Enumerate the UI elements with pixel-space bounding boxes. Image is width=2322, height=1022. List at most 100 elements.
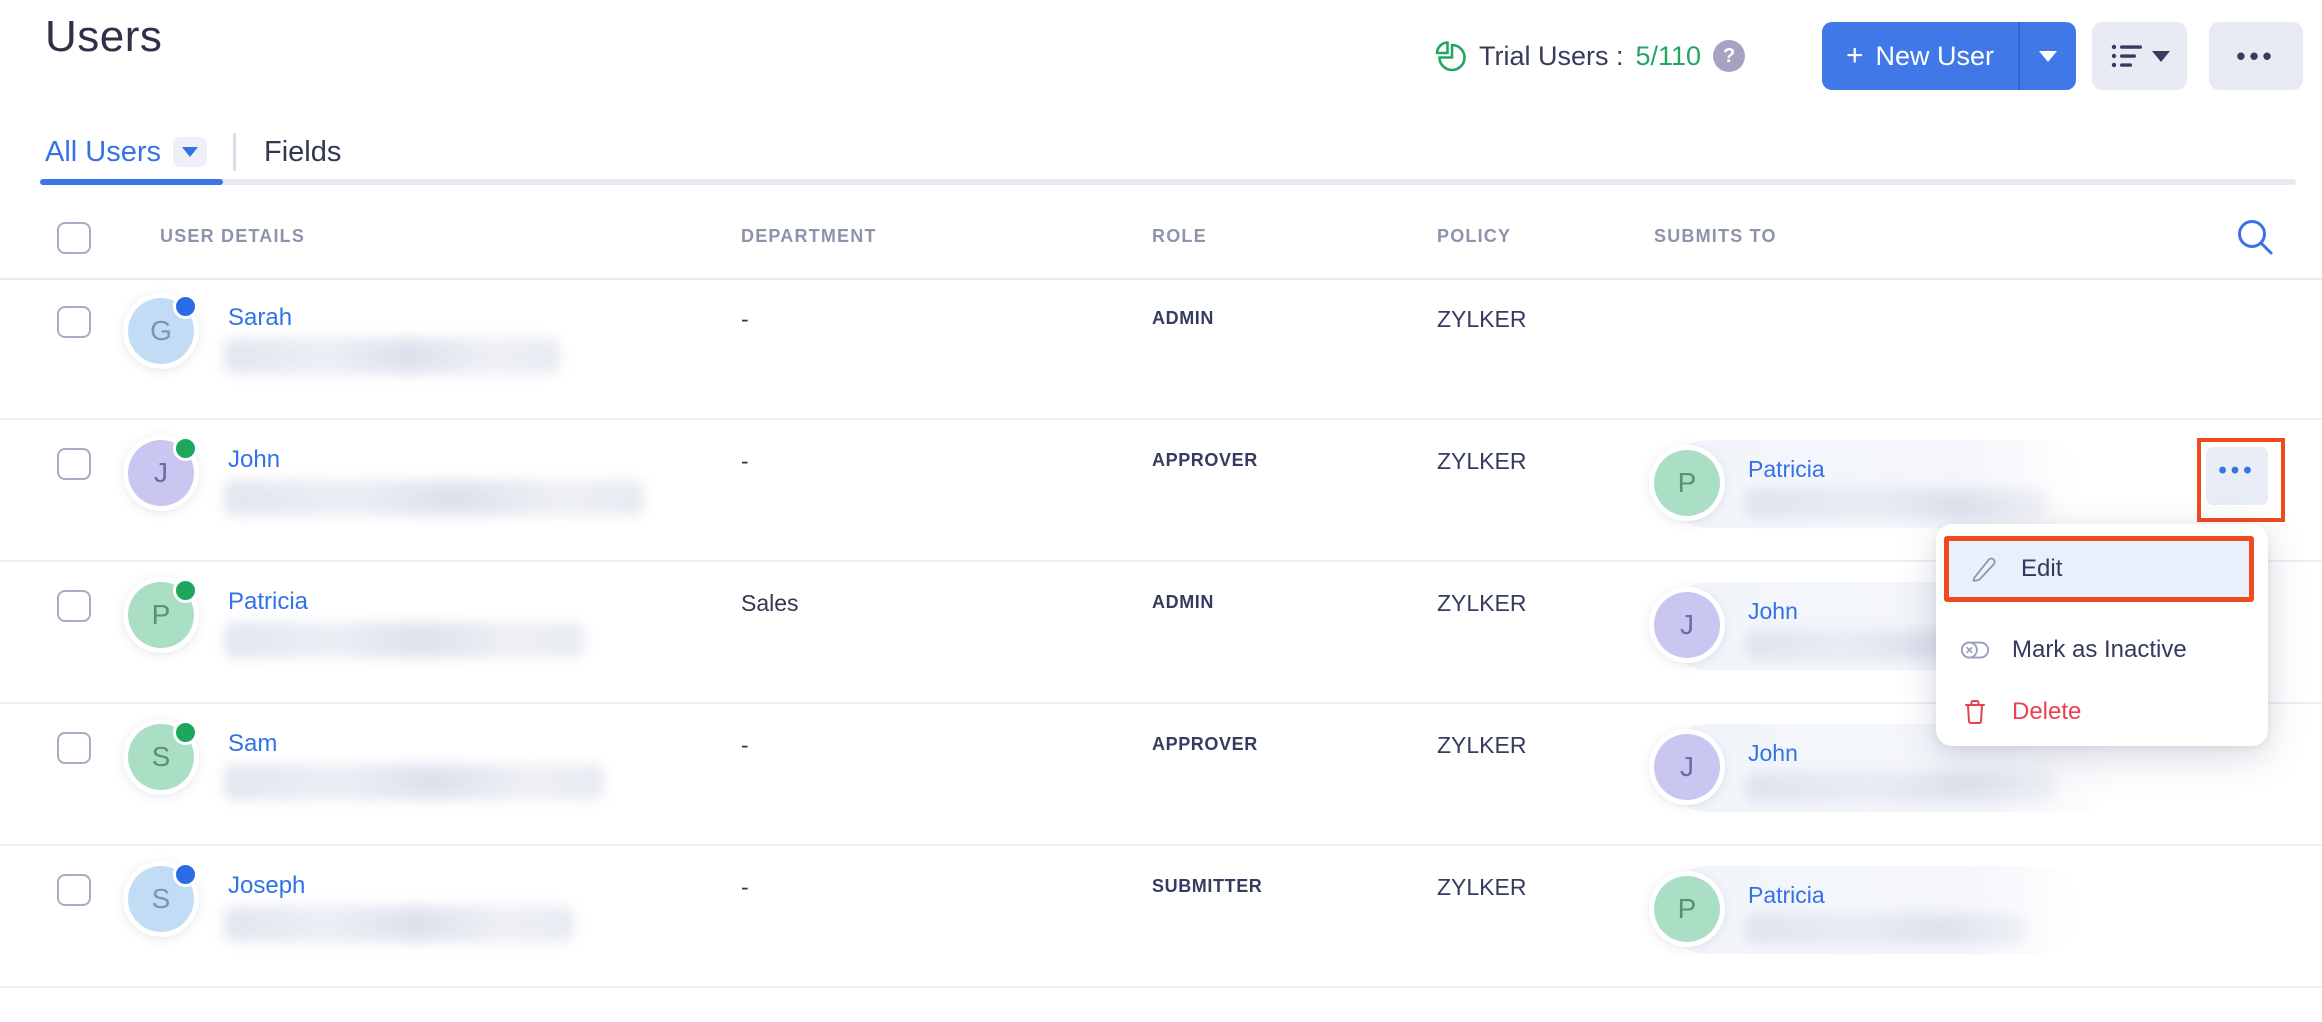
- row-more-actions-button[interactable]: •••: [2206, 447, 2268, 505]
- policy-cell: ZYLKER: [1437, 874, 1527, 900]
- trial-users-label: Trial Users :: [1479, 40, 1624, 71]
- page-title: Users: [45, 12, 163, 61]
- menu-item-label: Edit: [2021, 555, 2063, 582]
- row-checkbox[interactable]: [57, 306, 91, 338]
- role-cell: ADMIN: [1152, 308, 1214, 328]
- active-tab-underline: [40, 179, 223, 185]
- avatar-letter: P: [151, 599, 171, 630]
- policy-cell: ZYLKER: [1437, 590, 1527, 616]
- submits-to-name-link[interactable]: Patricia: [1748, 456, 1825, 482]
- status-dot: [173, 294, 198, 319]
- tab-divider: [233, 133, 237, 171]
- role-cell: APPROVER: [1152, 734, 1258, 754]
- email-redacted: [1746, 914, 2026, 944]
- department-cell: -: [741, 306, 749, 332]
- help-icon[interactable]: ?: [1713, 40, 1746, 72]
- plus-icon: +: [1845, 39, 1864, 72]
- role-cell: SUBMITTER: [1152, 876, 1263, 896]
- policy-cell: ZYLKER: [1437, 732, 1527, 758]
- table-row: S Joseph - SUBMITTER ZYLKER P Patricia: [0, 846, 2322, 988]
- avatar-letter: P: [1677, 893, 1697, 924]
- column-policy: POLICY: [1437, 226, 1512, 246]
- avatar: P: [128, 578, 198, 648]
- avatar-letter: J: [154, 457, 168, 488]
- submits-to-chip: P Patricia: [1652, 864, 2082, 954]
- column-user-details: USER DETAILS: [160, 226, 306, 246]
- submits-to-chip: J John: [1652, 722, 2122, 812]
- user-name-link[interactable]: Joseph: [228, 872, 306, 899]
- annotation-highlight-box: [2197, 438, 2285, 522]
- avatar: P: [1654, 450, 1720, 516]
- status-dot: [173, 578, 198, 603]
- email-redacted: [1746, 488, 2046, 518]
- avatar: J: [128, 436, 198, 506]
- department-cell: -: [741, 874, 749, 900]
- menu-item-label: Delete: [2012, 698, 2082, 725]
- toggle-inactive-icon: [1960, 635, 1990, 665]
- department-cell: Sales: [741, 590, 799, 616]
- menu-item-mark-inactive[interactable]: Mark as Inactive: [1960, 628, 2250, 672]
- column-role: ROLE: [1152, 226, 1207, 246]
- user-table-body: G Sarah - ADMIN ZYLKER J John - APPROVER…: [0, 278, 2322, 988]
- new-user-dropdown-button[interactable]: [2018, 22, 2076, 90]
- avatar: G: [128, 294, 198, 364]
- new-user-button[interactable]: + New User: [1822, 22, 2018, 90]
- email-redacted: [224, 480, 644, 516]
- tab-fields[interactable]: Fields: [264, 135, 342, 168]
- chevron-down-icon: [2151, 50, 2170, 62]
- trial-users-indicator: Trial Users : 5/110 ?: [1433, 36, 1746, 76]
- column-department: DEPARTMENT: [741, 226, 877, 246]
- tab-all-users[interactable]: All Users: [45, 135, 162, 168]
- status-dot: [173, 720, 198, 745]
- submits-to-name-link[interactable]: Patricia: [1748, 882, 1825, 908]
- user-name-link[interactable]: John: [228, 446, 281, 473]
- avatar: P: [1654, 876, 1720, 942]
- tabstrip-baseline: [40, 179, 2296, 185]
- row-context-menu: Edit Mark as Inactive Delete: [1936, 524, 2268, 746]
- user-name-link[interactable]: Sam: [228, 730, 278, 757]
- submits-to-name-link[interactable]: John: [1748, 740, 1798, 766]
- chevron-down-icon: [182, 147, 199, 157]
- policy-cell: ZYLKER: [1437, 448, 1527, 474]
- search-icon[interactable]: [2228, 210, 2284, 266]
- chevron-down-icon: [2039, 50, 2057, 62]
- avatar-letter: J: [1680, 609, 1694, 640]
- menu-item-label: Mark as Inactive: [2012, 636, 2187, 663]
- pencil-icon: [1969, 554, 1999, 584]
- user-name-link[interactable]: Sarah: [228, 304, 293, 331]
- tab-bar: All Users Fields: [45, 130, 341, 174]
- view-options-button[interactable]: [2092, 22, 2187, 90]
- avatar: S: [128, 720, 198, 790]
- menu-item-edit[interactable]: Edit: [1944, 536, 2254, 602]
- page-more-actions-button[interactable]: •••: [2209, 22, 2303, 90]
- select-all-checkbox[interactable]: [57, 222, 91, 254]
- user-name-link[interactable]: Patricia: [228, 588, 309, 615]
- menu-item-delete[interactable]: Delete: [1960, 690, 2250, 734]
- email-redacted: [224, 764, 604, 800]
- column-submits-to: SUBMITS TO: [1654, 226, 1777, 246]
- department-cell: -: [741, 732, 749, 758]
- email-redacted: [224, 906, 574, 942]
- row-checkbox[interactable]: [57, 448, 91, 480]
- avatar: S: [128, 862, 198, 932]
- submits-to-name-link[interactable]: John: [1748, 598, 1798, 624]
- avatar: J: [1654, 734, 1720, 800]
- row-checkbox[interactable]: [57, 732, 91, 764]
- all-users-dropdown-button[interactable]: [173, 137, 208, 167]
- email-redacted: [1746, 772, 2056, 802]
- avatar-letter: S: [151, 883, 171, 914]
- table-row: G Sarah - ADMIN ZYLKER: [0, 278, 2322, 420]
- ellipsis-icon: •••: [2236, 41, 2276, 71]
- department-cell: -: [741, 448, 749, 474]
- table-row: S Sam - APPROVER ZYLKER J John: [0, 704, 2322, 846]
- row-checkbox[interactable]: [57, 590, 91, 622]
- avatar-letter: G: [150, 315, 172, 346]
- avatar-letter: S: [151, 741, 171, 772]
- role-cell: APPROVER: [1152, 450, 1258, 470]
- new-user-split-button: + New User: [1822, 22, 2076, 90]
- row-checkbox[interactable]: [57, 874, 91, 906]
- avatar-letter: J: [1680, 751, 1694, 782]
- list-view-icon: [2110, 41, 2144, 71]
- trash-icon: [1960, 697, 1990, 727]
